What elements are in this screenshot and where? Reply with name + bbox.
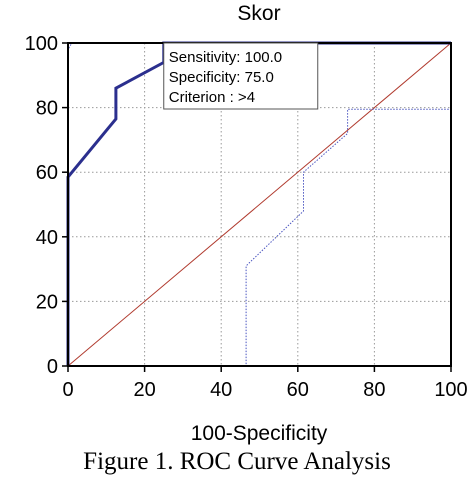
- annotation-criterion: Criterion : >4: [169, 89, 255, 106]
- roc-chart: Skor 0 20 40 60 80 100 0 20 40 60 80 100 Sensitivit…: [25, 2, 468, 445]
- x-tick-label-40: 40: [210, 379, 232, 401]
- annotation-box: [163, 42, 319, 110]
- grid: [68, 43, 451, 366]
- y-tick-label-80: 80: [36, 98, 58, 120]
- y-tick-label-60: 60: [36, 162, 58, 184]
- x-tick-label-20: 20: [133, 379, 155, 401]
- series-ci-lower: [68, 43, 452, 367]
- annotation-specificity: Specificity: 75.0: [169, 69, 274, 86]
- chart-title: Skor: [237, 2, 280, 25]
- x-axis-label: 100-Specificity: [191, 422, 328, 445]
- x-tick-label-0: 0: [62, 379, 73, 401]
- annotation-sensitivity: Sensitivity: 100.0: [169, 49, 282, 66]
- series-reference: [67, 42, 452, 367]
- y-tick-label-20: 20: [36, 291, 58, 313]
- x-tick-label-80: 80: [363, 379, 385, 401]
- y-tick-label-100: 100: [25, 33, 58, 55]
- ticks-group: 0 20 40 60 80 100 0 20 40 60 80 100: [25, 33, 468, 401]
- y-tick-label-40: 40: [36, 227, 58, 249]
- x-tick-label-60: 60: [287, 379, 309, 401]
- figure-caption: Figure 1. ROC Curve Analysis: [83, 448, 391, 475]
- criterion-annotation: Sensitivity: 100.0 Specificity: 75.0 Cri…: [163, 42, 319, 110]
- x-tick-label-100: 100: [434, 379, 467, 401]
- y-tick-label-0: 0: [47, 356, 58, 378]
